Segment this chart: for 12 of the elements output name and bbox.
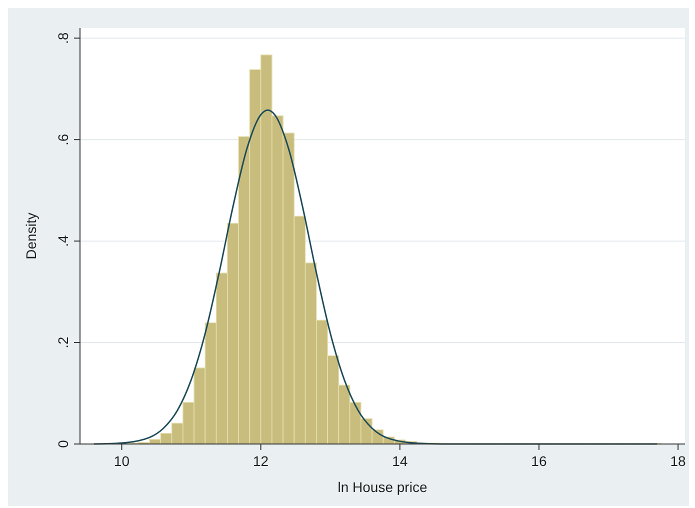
x-tick-label: 14 — [392, 453, 408, 469]
y-tick-label: .2 — [55, 336, 71, 348]
x-tick-label: 18 — [670, 453, 686, 469]
y-axis-title: Density — [23, 212, 39, 260]
x-tick-label: 16 — [531, 453, 547, 469]
x-axis-title: ln House price — [338, 479, 428, 495]
x-tick-label: 10 — [114, 453, 130, 469]
y-tick-label: .4 — [55, 235, 71, 247]
y-tick-label: .6 — [55, 134, 71, 146]
y-tick-label: 0 — [55, 440, 71, 448]
y-tick-label: .8 — [55, 32, 71, 44]
x-tick-label: 12 — [253, 453, 269, 469]
